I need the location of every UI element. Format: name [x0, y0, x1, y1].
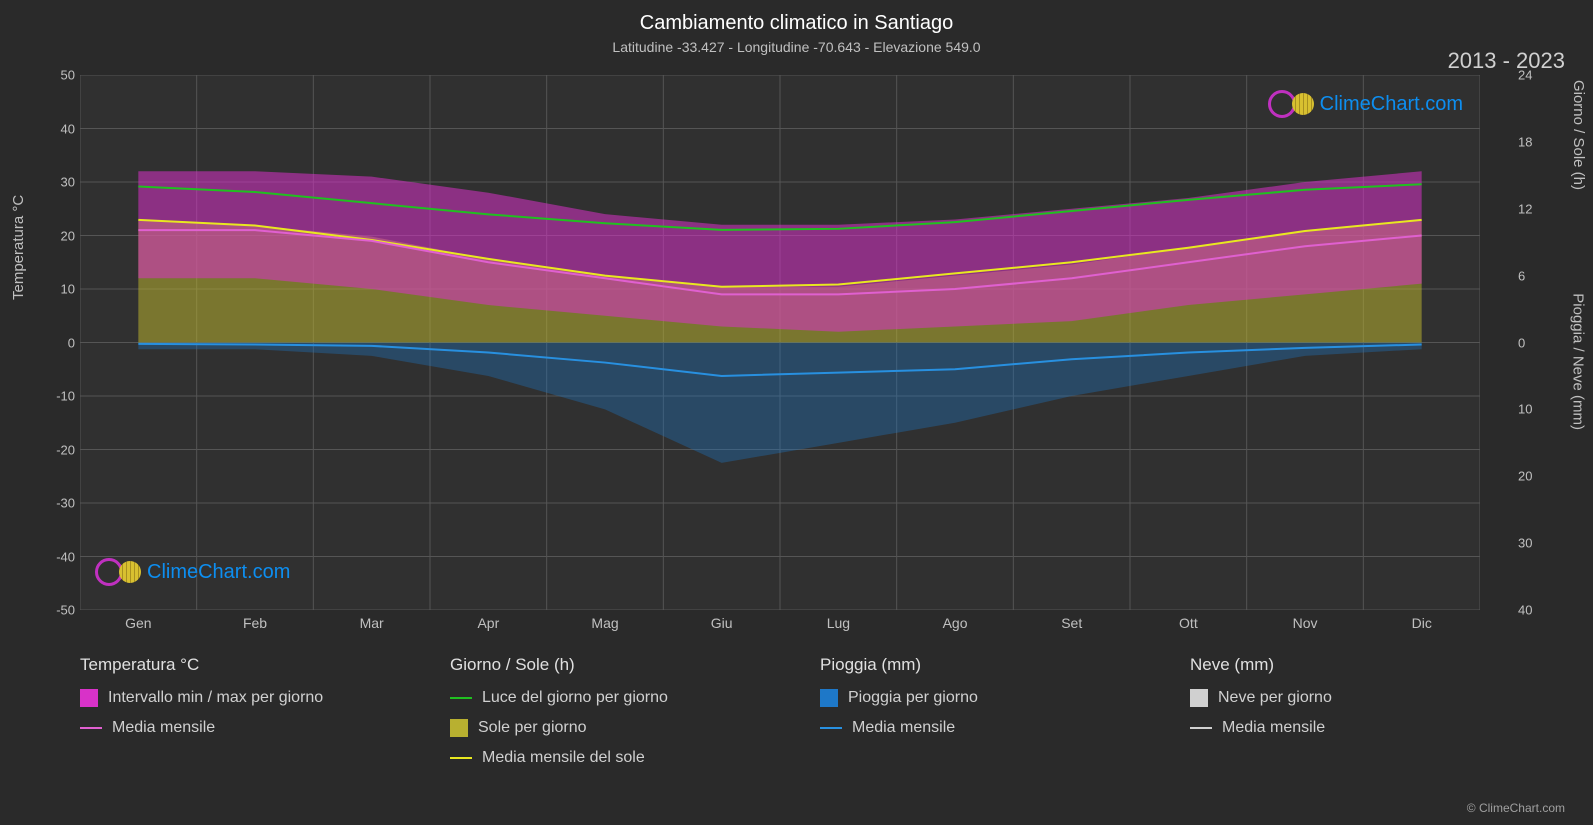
year-range: 2013 - 2023	[1448, 48, 1565, 74]
y1-tick: -50	[56, 603, 75, 618]
y2-tick: 20	[1518, 469, 1532, 484]
y2-tick: 10	[1518, 402, 1532, 417]
legend-header: Pioggia (mm)	[820, 655, 1160, 675]
month-label: Set	[1013, 615, 1130, 635]
y1-tick: -30	[56, 496, 75, 511]
y2-top-axis-label: Giorno / Sole (h)	[1570, 80, 1587, 190]
legend-header: Giorno / Sole (h)	[450, 655, 790, 675]
legend-col-rain: Pioggia (mm) Pioggia per giorno Media men…	[820, 655, 1160, 779]
y1-tick: 50	[61, 68, 75, 83]
month-label: Lug	[780, 615, 897, 635]
legend-swatch	[1190, 727, 1212, 729]
legend-item: Luce del giorno per giorno	[450, 689, 790, 707]
month-label: Nov	[1247, 615, 1364, 635]
y2-tick: 12	[1518, 201, 1532, 216]
y2-bottom-axis-label: Pioggia / Neve (mm)	[1570, 293, 1587, 430]
chart-subtitle: Latitudine -33.427 - Longitudine -70.643…	[0, 35, 1593, 55]
y1-tick: 10	[61, 282, 75, 297]
logo-sun-icon	[119, 561, 141, 583]
legend-item: Sole per giorno	[450, 719, 790, 737]
y2-tick: 6	[1518, 268, 1525, 283]
y1-tick: 40	[61, 121, 75, 136]
legend-label: Media mensile del sole	[482, 749, 645, 767]
month-label: Mar	[313, 615, 430, 635]
legend-col-day-sun: Giorno / Sole (h) Luce del giorno per gi…	[450, 655, 790, 779]
legend-swatch	[80, 727, 102, 729]
y1-tick: -20	[56, 442, 75, 457]
y1-tick: 0	[68, 335, 75, 350]
legend-header: Neve (mm)	[1190, 655, 1530, 675]
y2-tick: 0	[1518, 335, 1525, 350]
legend-header: Temperatura °C	[80, 655, 420, 675]
watermark-text: ClimeChart.com	[147, 561, 290, 584]
y1-tick: -40	[56, 549, 75, 564]
legend-label: Sole per giorno	[478, 719, 587, 737]
x-axis-months: GenFebMarAprMagGiuLugAgoSetOttNovDic	[80, 615, 1480, 635]
y1-tick: 30	[61, 175, 75, 190]
legend-item: Media mensile	[80, 719, 420, 737]
watermark-bottom: ClimeChart.com	[95, 558, 290, 586]
month-label: Apr	[430, 615, 547, 635]
legend-col-temperature: Temperatura °C Intervallo min / max per …	[80, 655, 420, 779]
legend-label: Pioggia per giorno	[848, 689, 978, 707]
legend-swatch	[450, 757, 472, 759]
y2-tick: 30	[1518, 536, 1532, 551]
legend-item: Media mensile	[1190, 719, 1530, 737]
y1-ticks: 50403020100-10-20-30-40-50	[45, 75, 75, 610]
chart-title: Cambiamento climatico in Santiago	[0, 0, 1593, 35]
copyright: © ClimeChart.com	[1467, 801, 1565, 815]
legend-label: Media mensile	[112, 719, 215, 737]
y2-tick: 24	[1518, 68, 1532, 83]
legend-swatch	[820, 727, 842, 729]
legend-item: Neve per giorno	[1190, 689, 1530, 707]
legend-item: Media mensile	[820, 719, 1160, 737]
legend-item: Intervallo min / max per giorno	[80, 689, 420, 707]
y2-ticks: 2418126010203040	[1518, 75, 1548, 610]
legend-swatch	[820, 689, 838, 707]
legend-swatch	[80, 689, 98, 707]
legend-swatch	[450, 719, 468, 737]
watermark-text: ClimeChart.com	[1320, 93, 1463, 116]
y2-tick: 18	[1518, 134, 1532, 149]
legend-swatch	[1190, 689, 1208, 707]
legend-label: Intervallo min / max per giorno	[108, 689, 323, 707]
month-label: Dic	[1363, 615, 1480, 635]
legend: Temperatura °C Intervallo min / max per …	[80, 655, 1530, 779]
legend-label: Neve per giorno	[1218, 689, 1332, 707]
legend-item: Media mensile del sole	[450, 749, 790, 767]
chart-plot-area	[80, 75, 1480, 610]
month-label: Mag	[547, 615, 664, 635]
legend-col-snow: Neve (mm) Neve per giorno Media mensile	[1190, 655, 1530, 779]
y1-axis-label: Temperatura °C	[10, 195, 27, 300]
month-label: Ago	[897, 615, 1014, 635]
y1-tick: -10	[56, 389, 75, 404]
legend-label: Luce del giorno per giorno	[482, 689, 668, 707]
month-label: Giu	[663, 615, 780, 635]
y2-tick: 40	[1518, 603, 1532, 618]
legend-label: Media mensile	[1222, 719, 1325, 737]
month-label: Feb	[197, 615, 314, 635]
month-label: Ott	[1130, 615, 1247, 635]
legend-swatch	[450, 697, 472, 699]
y1-tick: 20	[61, 228, 75, 243]
logo-sun-icon	[1292, 93, 1314, 115]
legend-label: Media mensile	[852, 719, 955, 737]
watermark-top: ClimeChart.com	[1268, 90, 1463, 118]
month-label: Gen	[80, 615, 197, 635]
legend-item: Pioggia per giorno	[820, 689, 1160, 707]
